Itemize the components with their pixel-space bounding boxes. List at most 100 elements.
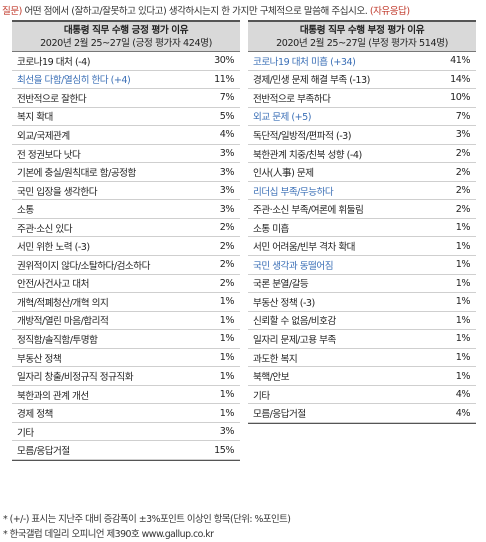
negative-reason-percent: 2% bbox=[455, 166, 471, 178]
question-response-type: (자유응답) bbox=[369, 6, 410, 17]
negative-reasons-table: 대통령 직무 수행 부정 평가 이유 2020년 2월 25~27일 (부정 평… bbox=[248, 20, 476, 424]
positive-reason-label: 개혁/적폐청산/개혁 의지 bbox=[17, 297, 109, 309]
negative-reason-label: 국론 분열/갈등 bbox=[253, 279, 309, 291]
negative-reason-label: 독단적/일방적/편파적 (-3) bbox=[253, 130, 352, 142]
positive-reason-percent: 1% bbox=[219, 314, 235, 326]
positive-rows: 코로나19 대처 (-4) 30% 최선을 다함/열심히 한다 (+4) 11% 전반적… bbox=[12, 52, 240, 462]
footnote-source: * 한국갤럽 데일리 오피니언 제390호 www.gallup.co.kr bbox=[3, 529, 214, 540]
negative-reason-label: 인사(人事) 문제 bbox=[253, 168, 314, 180]
positive-reason-percent: 15% bbox=[214, 444, 234, 456]
negative-reason-label: 서민 어려움/빈부 격차 확대 bbox=[253, 242, 355, 254]
negative-reason-percent: 3% bbox=[455, 129, 471, 141]
positive-row: 소통 3% bbox=[12, 200, 240, 219]
negative-reason-label: 북핵/안보 bbox=[253, 372, 290, 384]
negative-reason-percent: 2% bbox=[455, 185, 471, 197]
positive-row: 부동산 정책 1% bbox=[12, 349, 240, 368]
positive-reason-label: 북한과의 관계 개선 bbox=[17, 390, 89, 402]
negative-row: 국민 생각과 동떨어짐 1% bbox=[248, 256, 476, 275]
positive-reason-percent: 7% bbox=[219, 92, 235, 104]
negative-reason-percent: 10% bbox=[450, 92, 470, 104]
positive-reason-percent: 2% bbox=[219, 222, 235, 234]
negative-reason-percent: 1% bbox=[455, 352, 471, 364]
negative-table-subtitle: 2020년 2월 25~27일 (부정 평가자 514명) bbox=[276, 38, 448, 49]
negative-reason-percent: 14% bbox=[450, 73, 470, 85]
positive-reason-label: 부동산 정책 bbox=[17, 353, 62, 365]
positive-reason-label: 국민 입장을 생각한다 bbox=[17, 186, 98, 198]
positive-reason-percent: 2% bbox=[219, 259, 235, 271]
question-text: 어떤 점에서 (잘하고/잘못하고 있다고) 생각하시는지 한 가지만 구체적으로… bbox=[24, 6, 368, 17]
positive-reason-percent: 3% bbox=[219, 148, 235, 159]
negative-row: 부동산 정책 (-3) 1% bbox=[248, 293, 476, 312]
positive-reason-label: 안전/사건사고 대처 bbox=[17, 279, 89, 291]
negative-row: 주관·소신 부족/여론에 휘둘림 2% bbox=[248, 200, 476, 219]
positive-reason-label: 전반적으로 잘한다 bbox=[17, 93, 87, 105]
positive-table-title: 대통령 직무 수행 긍정 평가 이유 bbox=[63, 25, 189, 36]
negative-reason-label: 리더십 부족/무능하다 bbox=[253, 186, 334, 198]
positive-row: 안전/사건사고 대처 2% bbox=[12, 275, 240, 294]
negative-reason-percent: 2% bbox=[455, 203, 471, 215]
positive-reason-label: 외교/국제관계 bbox=[17, 130, 70, 142]
negative-row: 인사(人事) 문제 2% bbox=[248, 163, 476, 182]
negative-reason-percent: 1% bbox=[455, 370, 471, 382]
negative-reason-label: 경제/민생 문제 해결 부족 (-13) bbox=[253, 75, 370, 87]
positive-row: 기타 3% bbox=[12, 423, 240, 442]
positive-row: 전 정권보다 낫다 3% bbox=[12, 145, 240, 164]
positive-reason-percent: 3% bbox=[219, 185, 235, 197]
positive-row: 최선을 다함/열심히 한다 (+4) 11% bbox=[12, 71, 240, 90]
negative-reason-percent: 1% bbox=[455, 222, 471, 234]
negative-reason-percent: 1% bbox=[455, 277, 471, 289]
negative-reason-label: 전반적으로 부족하다 bbox=[253, 93, 331, 105]
positive-reason-percent: 1% bbox=[219, 352, 235, 364]
positive-row: 모름/응답거절 15% bbox=[12, 441, 240, 461]
footnote-change-legend: * (+/-) 표시는 지난주 대비 증감폭이 ±3%포인트 이상인 항목(단위… bbox=[3, 514, 291, 525]
positive-reason-label: 최선을 다함/열심히 한다 (+4) bbox=[17, 75, 131, 87]
positive-reason-label: 코로나19 대처 (-4) bbox=[17, 56, 91, 68]
positive-row: 주관·소신 있다 2% bbox=[12, 219, 240, 238]
positive-reason-label: 모름/응답거절 bbox=[17, 446, 70, 458]
positive-reason-percent: 1% bbox=[219, 407, 235, 419]
positive-reason-label: 경제 정책 bbox=[17, 409, 53, 421]
negative-reason-percent: 1% bbox=[455, 259, 471, 271]
negative-row: 북핵/안보 1% bbox=[248, 367, 476, 386]
negative-reason-label: 코로나19 대처 미흡 (+34) bbox=[253, 56, 356, 68]
negative-row: 독단적/일방적/편파적 (-3) 3% bbox=[248, 126, 476, 145]
positive-reason-label: 기본에 충실/원칙대로 함/공정함 bbox=[17, 168, 136, 180]
positive-row: 개방적/열린 마음/합리적 1% bbox=[12, 312, 240, 331]
negative-reason-label: 기타 bbox=[253, 390, 270, 402]
positive-reason-percent: 2% bbox=[219, 277, 235, 289]
negative-reason-label: 북한관계 치중/친북 성향 (-4) bbox=[253, 149, 362, 161]
positive-reason-percent: 11% bbox=[214, 73, 234, 85]
positive-reason-percent: 5% bbox=[219, 110, 235, 122]
positive-reason-label: 개방적/열린 마음/합리적 bbox=[17, 316, 109, 328]
negative-row: 서민 어려움/빈부 격차 확대 1% bbox=[248, 237, 476, 257]
negative-row: 신뢰할 수 없음/비호감 1% bbox=[248, 312, 476, 331]
negative-table-title: 대통령 직무 수행 부정 평가 이유 bbox=[299, 25, 425, 36]
positive-reason-label: 복지 확대 bbox=[17, 112, 53, 124]
negative-reason-label: 일자리 문제/고용 부족 bbox=[253, 334, 336, 346]
survey-question: 질문) 어떤 점에서 (잘하고/잘못하고 있다고) 생각하시는지 한 가지만 구… bbox=[2, 3, 484, 17]
positive-reason-percent: 1% bbox=[219, 296, 235, 308]
negative-row: 과도한 복지 1% bbox=[248, 349, 476, 368]
positive-table-subtitle: 2020년 2월 25~27일 (긍정 평가자 424명) bbox=[40, 38, 212, 49]
positive-reason-label: 전 정권보다 낫다 bbox=[17, 149, 81, 161]
negative-row: 전반적으로 부족하다 10% bbox=[248, 89, 476, 108]
positive-row: 경제 정책 1% bbox=[12, 404, 240, 423]
negative-reason-label: 국민 생각과 동떨어짐 bbox=[253, 260, 334, 272]
positive-reason-label: 일자리 창출/비정규직 정규직화 bbox=[17, 372, 134, 384]
negative-reason-percent: 41% bbox=[450, 55, 470, 67]
negative-rows: 코로나19 대처 미흡 (+34) 41% 경제/민생 문제 해결 부족 (-13)… bbox=[248, 52, 476, 424]
negative-reason-percent: 4% bbox=[455, 389, 471, 401]
negative-row: 일자리 문제/고용 부족 1% bbox=[248, 330, 476, 349]
negative-reason-label: 소통 미흡 bbox=[253, 223, 289, 235]
negative-row: 경제/민생 문제 해결 부족 (-13) 14% bbox=[248, 71, 476, 90]
negative-row: 소통 미흡 1% bbox=[248, 219, 476, 238]
negative-row: 국론 분열/갈등 1% bbox=[248, 275, 476, 294]
positive-reasons-table: 대통령 직무 수행 긍정 평가 이유 2020년 2월 25~27일 (긍정 평… bbox=[12, 20, 240, 462]
positive-reason-percent: 3% bbox=[219, 203, 235, 215]
negative-reason-percent: 1% bbox=[455, 296, 471, 308]
positive-row: 개혁/적폐청산/개혁 의지 1% bbox=[12, 293, 240, 312]
positive-reason-percent: 1% bbox=[219, 370, 235, 382]
positive-row: 서민 위한 노력 (-3) 2% bbox=[12, 237, 240, 257]
positive-reason-percent: 3% bbox=[219, 166, 235, 178]
positive-row: 일자리 창출/비정규직 정규직화 1% bbox=[12, 367, 240, 386]
